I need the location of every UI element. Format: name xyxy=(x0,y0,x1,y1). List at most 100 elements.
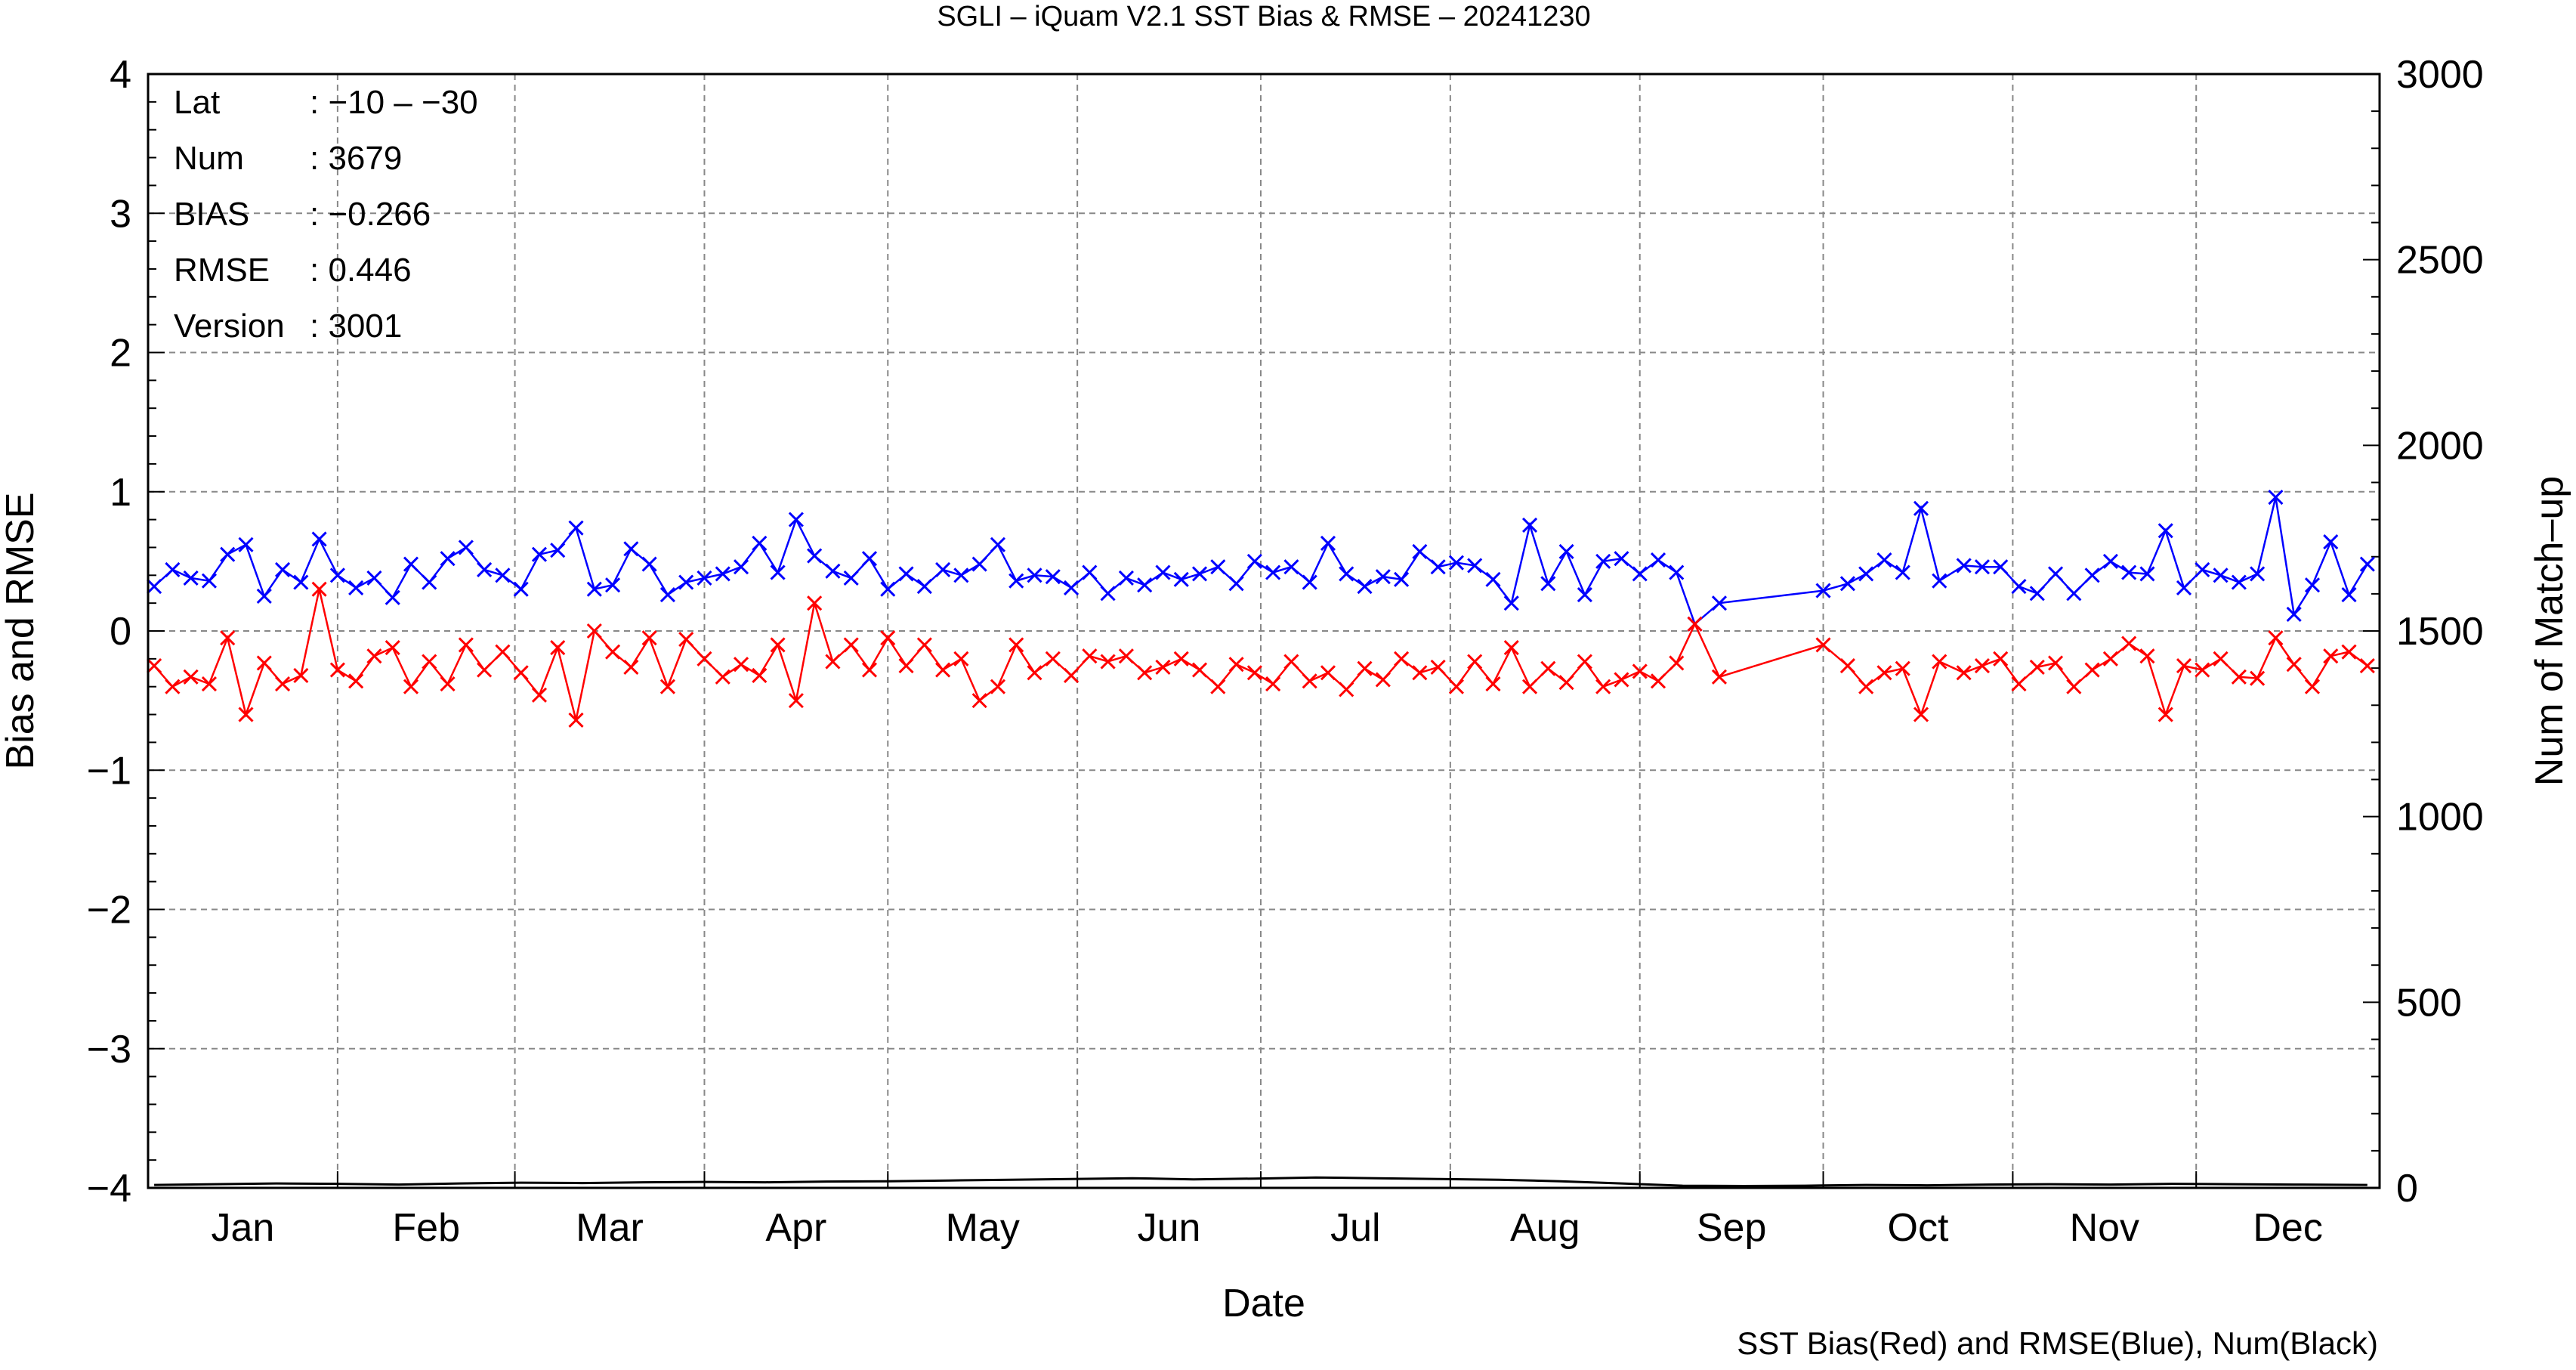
rmse-point xyxy=(293,574,309,590)
bias-point xyxy=(1228,657,1244,673)
bias-point xyxy=(220,630,236,646)
stat-value: : 3679 xyxy=(310,140,402,177)
bias-point xyxy=(788,693,804,709)
rmse-point xyxy=(1191,566,1208,582)
rmse-point xyxy=(1632,566,1648,582)
bias-point xyxy=(1155,659,1171,675)
bias-point xyxy=(1895,660,1910,676)
bias-point xyxy=(2121,636,2137,651)
bias-point xyxy=(990,679,1006,694)
rmse-point xyxy=(752,535,768,551)
x-tick-label: Oct xyxy=(1888,1206,1949,1250)
y-tick-label: 1 xyxy=(110,471,131,515)
bias-point xyxy=(458,637,474,653)
rmse-point xyxy=(2121,564,2137,580)
bias-point xyxy=(1669,655,1685,671)
bias-point xyxy=(311,581,327,597)
y-tick-label: −4 xyxy=(87,1167,131,1211)
rmse-point xyxy=(1711,595,1728,611)
bias-point xyxy=(880,630,896,646)
y-tick-label: 2 xyxy=(110,332,131,376)
rmse-point xyxy=(678,574,694,590)
rmse-point xyxy=(1320,535,1336,551)
rmse-point xyxy=(1283,559,1299,575)
rmse-point xyxy=(256,588,272,604)
x-axis: Jan Feb Mar Apr May Jun Jul Aug Sep Oct Nov Dec xyxy=(212,1171,2323,1250)
bias-point xyxy=(1503,640,1519,656)
rmse-point xyxy=(1412,543,1428,560)
bias-point xyxy=(1064,667,1080,684)
rmse-point xyxy=(329,567,345,583)
rmse-point xyxy=(1614,551,1629,567)
rmse-point xyxy=(1540,576,1556,592)
rmse-point xyxy=(2157,523,2173,539)
rmse-point xyxy=(825,563,841,579)
rmse-point xyxy=(935,561,951,577)
bias-point xyxy=(843,637,859,653)
bias-point xyxy=(1632,663,1648,679)
y2-tick-label: 1500 xyxy=(2396,610,2484,654)
bias-point xyxy=(586,623,602,639)
bias-point xyxy=(1956,665,1972,681)
num-series xyxy=(154,1176,2368,1188)
bias-point xyxy=(2195,662,2210,678)
bias-point xyxy=(1932,654,1947,670)
bias-point xyxy=(440,676,456,692)
x-tick-label: Mar xyxy=(576,1206,644,1250)
bias-point xyxy=(1339,682,1354,697)
y2-tick-label: 2500 xyxy=(2396,239,2484,283)
rmse-point xyxy=(385,589,400,605)
bias-point xyxy=(495,644,511,660)
rmse-point xyxy=(2268,490,2284,506)
rmse-point xyxy=(1932,573,1947,589)
rmse-point xyxy=(2102,553,2118,569)
rmse-point xyxy=(1394,571,1410,587)
rmse-point xyxy=(422,574,437,590)
bias-point xyxy=(183,669,199,685)
rmse-point xyxy=(531,546,548,562)
rmse-point xyxy=(880,581,896,597)
rmse-point xyxy=(550,543,566,558)
bias-point xyxy=(2286,657,2302,673)
bias-point xyxy=(1993,651,2009,666)
bias-point xyxy=(2047,655,2064,671)
rmse-point xyxy=(2195,561,2210,577)
bias-point xyxy=(2231,669,2247,685)
bias-point xyxy=(1173,651,1189,666)
bias-point xyxy=(1577,654,1592,670)
x-tick-label: Sep xyxy=(1697,1206,1767,1250)
rmse-point xyxy=(2286,606,2302,622)
bias-point xyxy=(1614,672,1629,688)
bias-point xyxy=(605,644,621,660)
rmse-point xyxy=(495,567,511,583)
rmse-point xyxy=(220,546,236,562)
rmse-point xyxy=(2029,586,2045,602)
rmse-point xyxy=(1876,552,1892,568)
bias-point xyxy=(715,669,730,685)
x-tick-label: Nov xyxy=(2070,1206,2139,1250)
rmse-point xyxy=(586,581,602,597)
x-tick-label: Aug xyxy=(1510,1206,1580,1250)
rmse-point xyxy=(1008,573,1024,589)
rmse-point xyxy=(366,570,382,586)
bias-point xyxy=(568,712,584,728)
bias-point xyxy=(733,657,749,673)
bias-point xyxy=(1412,665,1428,681)
bias-point xyxy=(1558,675,1574,691)
rmse-series xyxy=(147,490,2375,632)
bias-point xyxy=(1375,672,1391,688)
bias-point xyxy=(1082,648,1098,664)
bias-point xyxy=(348,673,364,689)
rmse-point xyxy=(238,537,254,552)
bias-point xyxy=(403,679,419,694)
x-tick-label: Jun xyxy=(1138,1206,1201,1250)
rmse-point xyxy=(861,551,878,567)
rmse-point xyxy=(2231,574,2247,590)
bias-point xyxy=(1595,679,1611,694)
y-axis-label: Bias and RMSE xyxy=(0,492,42,769)
rmse-point xyxy=(2304,577,2321,593)
x-axis-label: Date xyxy=(1222,1282,1305,1325)
bias-point xyxy=(165,679,181,694)
stat-label: Version xyxy=(174,308,285,345)
bias-point xyxy=(1467,654,1483,670)
